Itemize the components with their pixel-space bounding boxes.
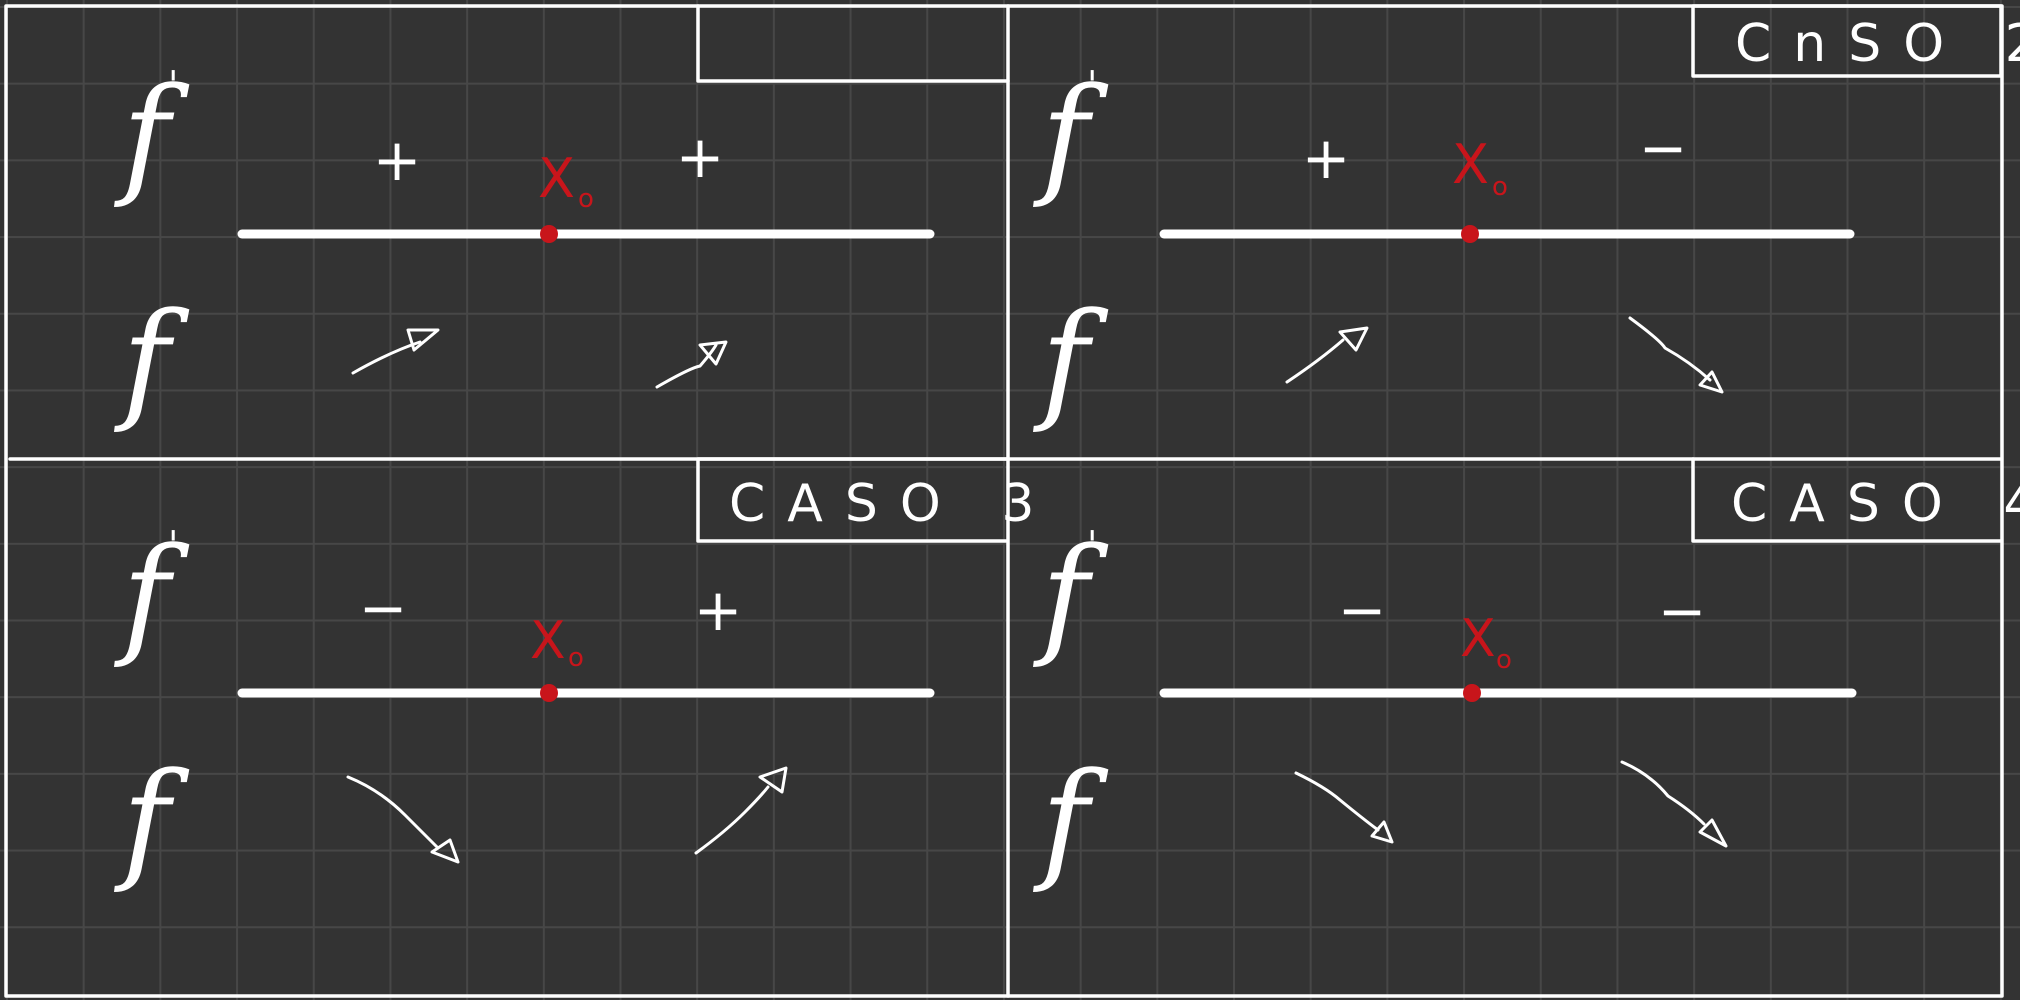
- derivative-prime: ': [168, 523, 178, 567]
- case-4-critical-point: [1463, 684, 1481, 702]
- derivative-label: f: [114, 519, 190, 671]
- function-label: f: [1033, 744, 1109, 896]
- case-2-point-name: X: [1452, 133, 1489, 196]
- case-3-sign-right: +: [694, 576, 743, 644]
- derivative-label: f: [114, 59, 190, 211]
- derivative-prime: ': [1087, 523, 1097, 567]
- derivative-label: f: [1033, 59, 1109, 211]
- case-2-label: CnSO 2: [1735, 14, 2020, 74]
- case-3-sign-left: −: [359, 574, 408, 642]
- function-label: f: [114, 744, 190, 896]
- case-1-point-name: X: [538, 147, 575, 210]
- case-4-point-subscript: o: [1496, 645, 1512, 675]
- case-4-panel: CASO 4 f ' f − − X o: [1033, 457, 2020, 896]
- case-4-sign-right: −: [1658, 577, 1707, 645]
- case-2-sign-left: +: [1302, 124, 1351, 192]
- function-label: f: [114, 284, 190, 436]
- case-3-point-subscript: o: [568, 643, 584, 673]
- case-4-label: CASO 4: [1731, 474, 2020, 534]
- case-1-arrow-right-up: [655, 340, 728, 389]
- case-4-point-name: X: [1460, 609, 1496, 669]
- case-3-panel: CASO 3 f ' f − + X o: [114, 457, 1056, 896]
- case-1-sign-right: +: [676, 123, 725, 191]
- case-4-arrow-left-down: [1294, 771, 1394, 844]
- case-2-arrow-left-up: [1285, 326, 1369, 384]
- case-3-critical-point: [540, 684, 558, 702]
- derivative-prime: ': [1087, 63, 1097, 107]
- case-1-critical-point: [540, 225, 558, 243]
- case-4-label-box: [1691, 457, 2002, 543]
- case-1-panel: f ' f + + X o: [114, 4, 1010, 436]
- case-2-point-subscript: o: [1492, 172, 1508, 202]
- outer-border: [4, 4, 2004, 998]
- derivative-prime: ': [168, 63, 178, 107]
- case-4-sign-left: −: [1338, 576, 1387, 644]
- case-1-point-subscript: o: [578, 184, 594, 214]
- case-2-label-box: [1691, 4, 2003, 78]
- case-2-sign-right: −: [1639, 114, 1688, 182]
- case-1-sign-left: +: [373, 126, 422, 194]
- case-1-label-box: [696, 4, 1010, 83]
- case-3-point-name: X: [530, 611, 566, 671]
- case-3-label: CASO 3: [729, 474, 1056, 534]
- case-3-arrow-right-up: [694, 766, 788, 855]
- case-3-label-box: [696, 457, 1008, 543]
- case-3-arrow-left-down: [346, 775, 460, 864]
- case-2-panel: CnSO 2 f ' f + − X o: [1033, 4, 2020, 436]
- case-2-critical-point: [1461, 225, 1479, 243]
- derivative-label: f: [1033, 519, 1109, 671]
- case-1-arrow-left-up: [351, 328, 440, 375]
- case-2-arrow-right-down: [1628, 316, 1724, 394]
- case-4-arrow-right-down: [1620, 760, 1728, 848]
- function-label: f: [1033, 284, 1109, 436]
